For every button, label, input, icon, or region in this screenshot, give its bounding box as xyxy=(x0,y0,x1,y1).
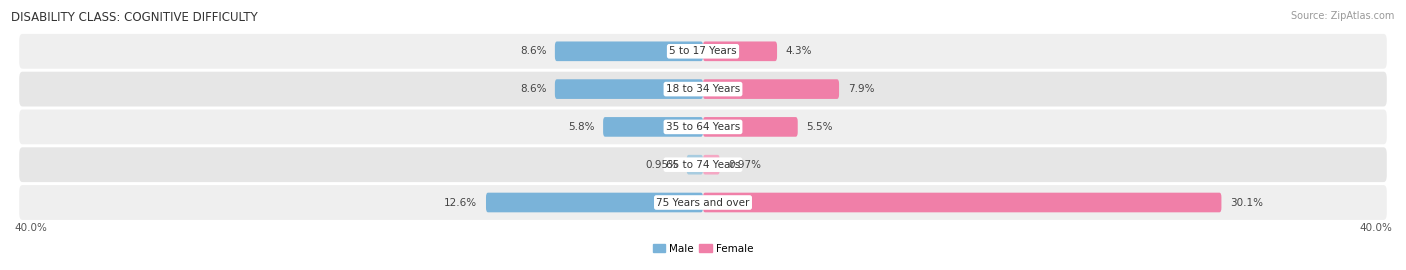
Text: 12.6%: 12.6% xyxy=(444,197,478,208)
FancyBboxPatch shape xyxy=(703,42,778,61)
Text: 0.97%: 0.97% xyxy=(728,160,761,170)
Text: 75 Years and over: 75 Years and over xyxy=(657,197,749,208)
Text: 40.0%: 40.0% xyxy=(1360,223,1392,233)
FancyBboxPatch shape xyxy=(703,193,1222,212)
FancyBboxPatch shape xyxy=(20,110,1386,144)
Text: 5.5%: 5.5% xyxy=(807,122,832,132)
Text: DISABILITY CLASS: COGNITIVE DIFFICULTY: DISABILITY CLASS: COGNITIVE DIFFICULTY xyxy=(11,11,257,24)
FancyBboxPatch shape xyxy=(686,155,703,174)
FancyBboxPatch shape xyxy=(486,193,703,212)
FancyBboxPatch shape xyxy=(603,117,703,137)
Text: 5 to 17 Years: 5 to 17 Years xyxy=(669,46,737,56)
Text: 18 to 34 Years: 18 to 34 Years xyxy=(666,84,740,94)
Text: Source: ZipAtlas.com: Source: ZipAtlas.com xyxy=(1291,11,1395,21)
Text: 0.95%: 0.95% xyxy=(645,160,678,170)
Text: 8.6%: 8.6% xyxy=(520,84,547,94)
FancyBboxPatch shape xyxy=(555,42,703,61)
Text: 30.1%: 30.1% xyxy=(1230,197,1263,208)
FancyBboxPatch shape xyxy=(555,79,703,99)
FancyBboxPatch shape xyxy=(20,72,1386,106)
FancyBboxPatch shape xyxy=(20,147,1386,182)
Text: 65 to 74 Years: 65 to 74 Years xyxy=(666,160,740,170)
FancyBboxPatch shape xyxy=(20,185,1386,220)
Text: 5.8%: 5.8% xyxy=(568,122,595,132)
FancyBboxPatch shape xyxy=(20,34,1386,69)
Text: 35 to 64 Years: 35 to 64 Years xyxy=(666,122,740,132)
Text: 4.3%: 4.3% xyxy=(786,46,813,56)
Text: 40.0%: 40.0% xyxy=(14,223,46,233)
Legend: Male, Female: Male, Female xyxy=(648,239,758,258)
Text: 8.6%: 8.6% xyxy=(520,46,547,56)
FancyBboxPatch shape xyxy=(703,79,839,99)
FancyBboxPatch shape xyxy=(703,155,720,174)
Text: 7.9%: 7.9% xyxy=(848,84,875,94)
FancyBboxPatch shape xyxy=(703,117,797,137)
